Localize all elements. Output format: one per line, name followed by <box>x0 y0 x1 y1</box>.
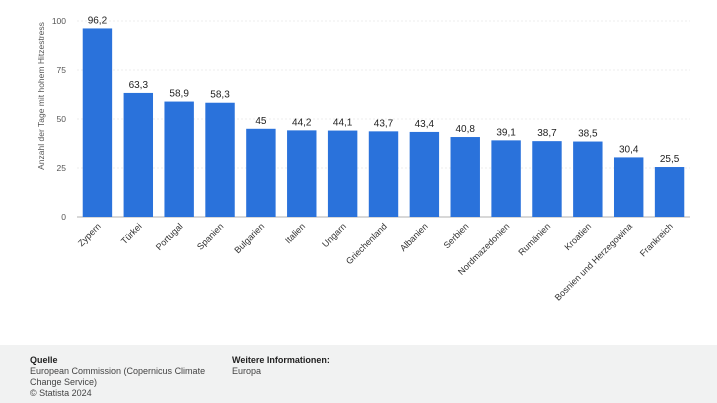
x-tick-label: Spanien <box>195 221 225 251</box>
y-tick-label: 25 <box>57 163 67 173</box>
value-label: 63,3 <box>129 80 149 91</box>
value-label: 39,1 <box>496 127 516 138</box>
x-tick-label: Zypern <box>76 221 103 248</box>
value-label: 38,5 <box>578 129 598 140</box>
source-text: European Commission (Copernicus Climate … <box>30 366 206 387</box>
value-label: 96,2 <box>88 15 108 26</box>
bar[interactable] <box>450 137 480 217</box>
chart-panel: 0 25 50 75 100 96,2 63,3 58,9 58,3 45 44,2 44,1 43,… <box>0 0 717 345</box>
value-label: 44,1 <box>333 118 353 129</box>
bar[interactable] <box>205 102 235 217</box>
info-link[interactable]: Europa <box>232 366 262 376</box>
bar-chart: 0 25 50 75 100 96,2 63,3 58,9 58,3 45 44,2 44,1 43,… <box>36 15 690 303</box>
y-tick-label: 100 <box>52 16 66 26</box>
value-labels: 96,2 63,3 58,9 58,3 45 44,2 44,1 43,7 43,4 40,8 39… <box>88 15 680 165</box>
x-tick-label: Albanien <box>398 221 430 253</box>
footer-source: Quelle European Commission (Copernicus C… <box>30 355 210 399</box>
bar[interactable] <box>654 167 685 217</box>
value-label: 44,2 <box>292 117 312 128</box>
y-tick-label: 50 <box>57 114 67 124</box>
copyright-text: © Statista 2024 <box>30 388 92 398</box>
bar[interactable] <box>164 101 194 217</box>
value-label: 45 <box>255 116 267 127</box>
value-label: 58,3 <box>210 90 230 101</box>
x-tick-label: Türkei <box>119 221 144 246</box>
info-heading: Weitere Informationen: <box>232 355 330 365</box>
x-tick-label: Frankreich <box>638 221 675 258</box>
value-label: 58,9 <box>169 89 189 100</box>
y-axis-title: Anzahl der Tage mit hohem Hitzestress <box>36 22 46 170</box>
value-label: 25,5 <box>660 154 680 165</box>
value-label: 43,4 <box>415 119 435 130</box>
bar[interactable] <box>246 128 276 217</box>
bar[interactable] <box>287 130 317 217</box>
footer-info: Weitere Informationen: Europa <box>232 355 432 377</box>
value-label: 43,7 <box>374 118 394 129</box>
x-tick-label: Griechenland <box>344 221 389 266</box>
x-tick-label: Italien <box>283 221 307 245</box>
value-label: 30,4 <box>619 144 639 155</box>
x-tick-label: Bulgarien <box>232 221 266 255</box>
y-axis-ticks: 0 25 50 75 100 <box>52 16 66 222</box>
x-tick-label: Kroatien <box>562 221 593 252</box>
bar[interactable] <box>573 141 603 217</box>
x-tick-label: Serbien <box>442 221 471 250</box>
x-tick-label: Ungarn <box>320 221 348 249</box>
y-tick-label: 0 <box>61 212 66 222</box>
source-heading: Quelle <box>30 355 58 365</box>
bars <box>82 28 685 218</box>
x-tick-label: Portugal <box>154 221 185 252</box>
bar[interactable] <box>327 130 358 217</box>
y-tick-label: 75 <box>57 65 67 75</box>
x-tick-label: Rumänien <box>516 221 552 257</box>
bar[interactable] <box>613 157 644 217</box>
bar[interactable] <box>532 141 562 217</box>
x-tick-label: Bosnien und Herzegowina <box>553 221 634 302</box>
bar[interactable] <box>82 28 113 218</box>
value-label: 38,7 <box>537 128 557 139</box>
bar[interactable] <box>123 92 154 217</box>
bar[interactable] <box>409 131 440 217</box>
value-label: 40,8 <box>455 124 475 135</box>
x-axis-labels: Zypern Türkei Portugal Spanien Bulgarien Ital… <box>76 221 675 302</box>
bar[interactable] <box>368 131 399 217</box>
bar[interactable] <box>491 140 521 217</box>
